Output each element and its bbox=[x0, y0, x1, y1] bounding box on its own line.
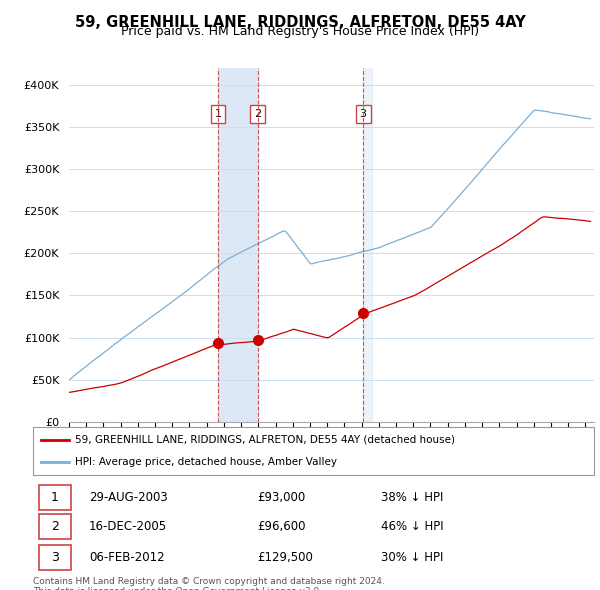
Text: 46% ↓ HPI: 46% ↓ HPI bbox=[381, 520, 443, 533]
Text: 06-FEB-2012: 06-FEB-2012 bbox=[89, 551, 165, 564]
FancyBboxPatch shape bbox=[38, 514, 71, 539]
Bar bbox=[363, 68, 372, 422]
FancyBboxPatch shape bbox=[33, 427, 594, 475]
Text: £96,600: £96,600 bbox=[257, 520, 306, 533]
Text: 38% ↓ HPI: 38% ↓ HPI bbox=[381, 491, 443, 504]
FancyBboxPatch shape bbox=[38, 545, 71, 571]
FancyBboxPatch shape bbox=[38, 485, 71, 510]
Text: 2: 2 bbox=[254, 109, 261, 119]
Text: 59, GREENHILL LANE, RIDDINGS, ALFRETON, DE55 4AY: 59, GREENHILL LANE, RIDDINGS, ALFRETON, … bbox=[74, 15, 526, 30]
Text: 3: 3 bbox=[51, 551, 59, 564]
Text: 3: 3 bbox=[359, 109, 367, 119]
Text: 59, GREENHILL LANE, RIDDINGS, ALFRETON, DE55 4AY (detached house): 59, GREENHILL LANE, RIDDINGS, ALFRETON, … bbox=[75, 435, 455, 445]
Text: 1: 1 bbox=[51, 491, 59, 504]
Text: 29-AUG-2003: 29-AUG-2003 bbox=[89, 491, 168, 504]
Text: £93,000: £93,000 bbox=[257, 491, 305, 504]
Bar bbox=[218, 68, 257, 422]
Text: 16-DEC-2005: 16-DEC-2005 bbox=[89, 520, 167, 533]
Text: 2: 2 bbox=[51, 520, 59, 533]
Text: Contains HM Land Registry data © Crown copyright and database right 2024.
This d: Contains HM Land Registry data © Crown c… bbox=[33, 577, 385, 590]
Text: Price paid vs. HM Land Registry's House Price Index (HPI): Price paid vs. HM Land Registry's House … bbox=[121, 25, 479, 38]
Text: HPI: Average price, detached house, Amber Valley: HPI: Average price, detached house, Ambe… bbox=[75, 457, 337, 467]
Text: 30% ↓ HPI: 30% ↓ HPI bbox=[381, 551, 443, 564]
Text: 1: 1 bbox=[215, 109, 221, 119]
Text: £129,500: £129,500 bbox=[257, 551, 313, 564]
